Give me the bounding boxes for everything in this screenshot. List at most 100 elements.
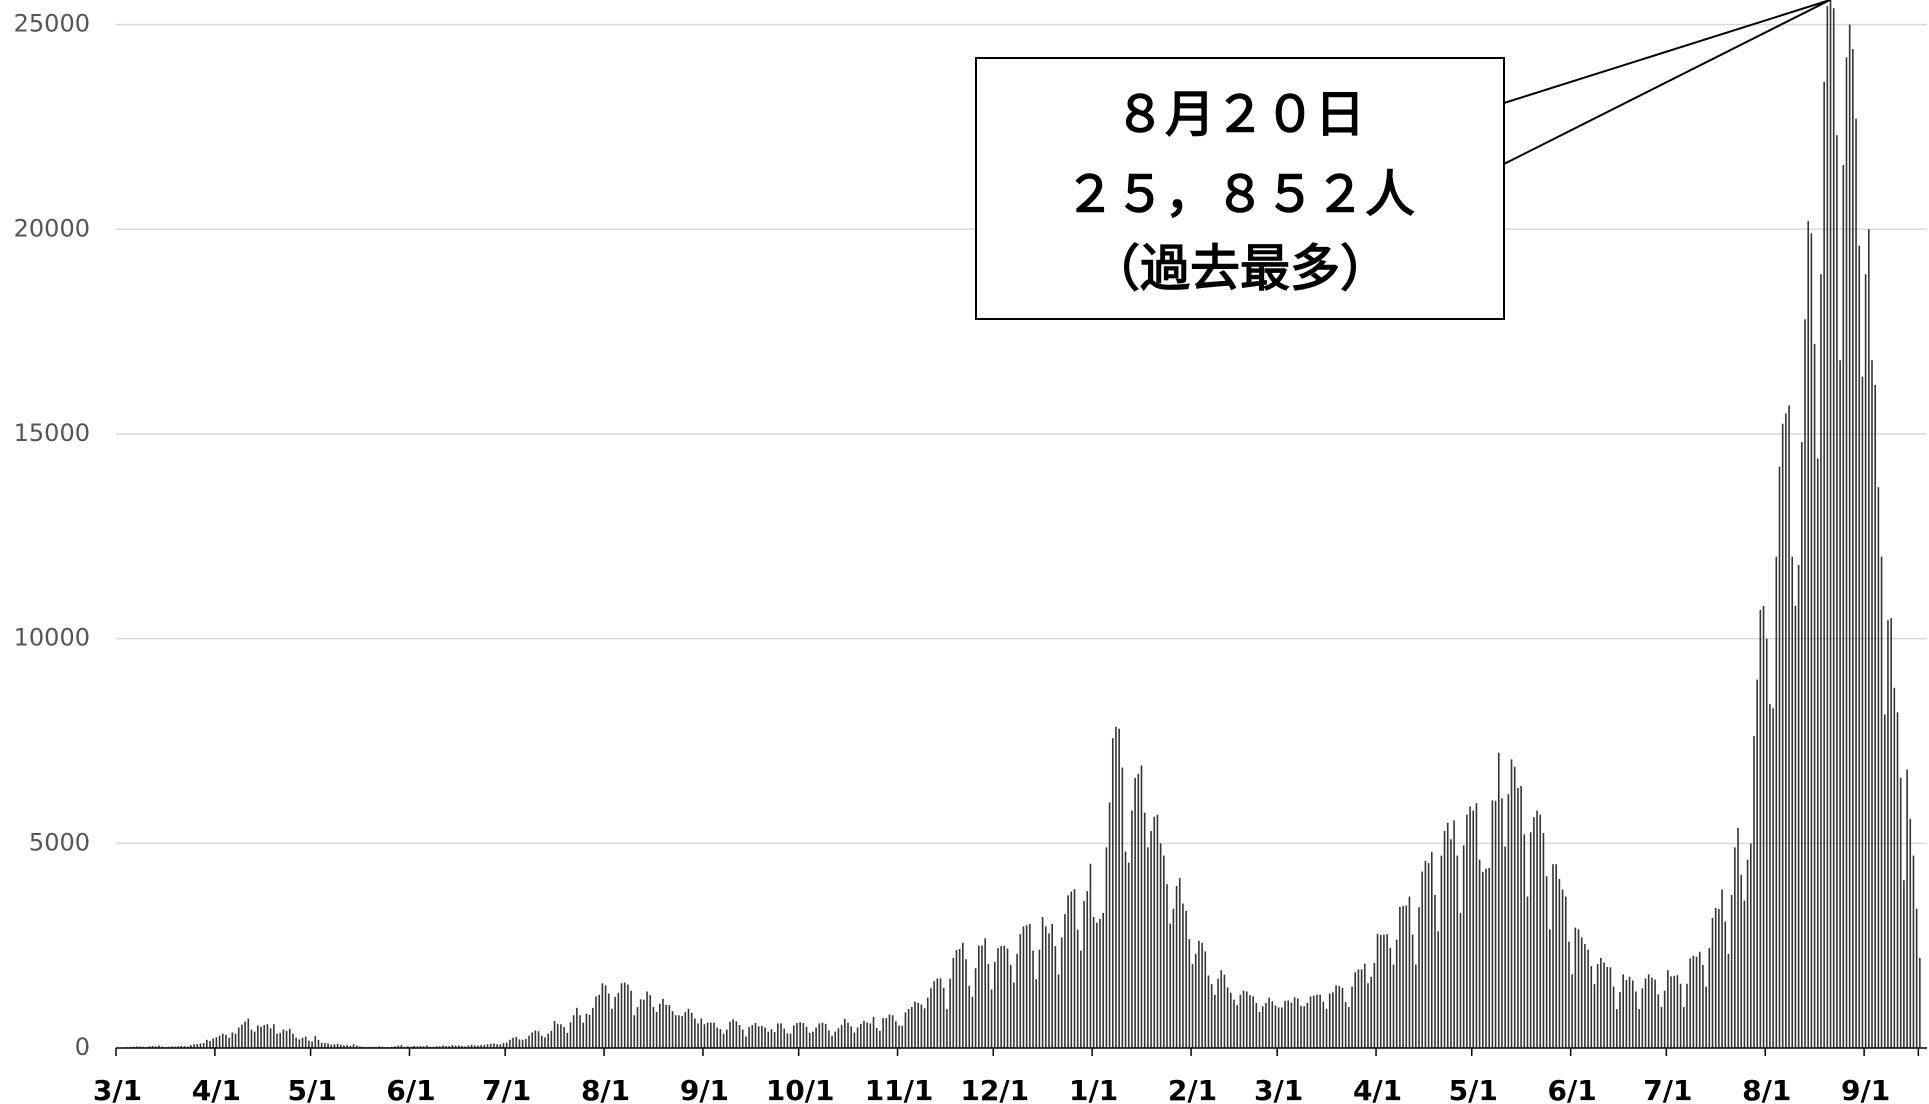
bar [135, 1046, 138, 1048]
bar [904, 1012, 907, 1048]
bar [1874, 384, 1876, 1048]
bar [1893, 687, 1896, 1048]
bar [987, 964, 990, 1048]
bar [394, 1046, 396, 1048]
bar [158, 1045, 160, 1048]
bar [400, 1045, 403, 1048]
bar [882, 1018, 884, 1048]
bar [1450, 839, 1452, 1048]
bar [1919, 957, 1921, 1048]
bar [477, 1045, 479, 1048]
bar [1344, 1002, 1347, 1048]
bar [895, 1021, 897, 1048]
bar [1593, 984, 1596, 1048]
bar [1785, 413, 1787, 1048]
bar [1143, 812, 1146, 1048]
bar [834, 1031, 837, 1048]
bar [1421, 871, 1424, 1048]
y-tick-label: 15000 [14, 419, 90, 447]
bar [1462, 845, 1465, 1048]
bar [547, 1033, 549, 1048]
bar [853, 1032, 856, 1048]
bar [1839, 360, 1841, 1048]
bar [962, 942, 964, 1048]
bar [668, 1005, 671, 1048]
y-tick-label: 20000 [14, 214, 90, 242]
bar [1293, 997, 1296, 1048]
bar [713, 1022, 715, 1048]
bars [116, 0, 1921, 1049]
bar [1654, 979, 1656, 1048]
bar [1734, 847, 1736, 1048]
bar [1169, 923, 1171, 1048]
annotation-date: ８月２０日 [1115, 86, 1365, 144]
bar [154, 1046, 157, 1048]
bar [1459, 912, 1462, 1048]
bar [247, 1018, 250, 1048]
bar [700, 1018, 703, 1048]
bar [678, 1015, 680, 1048]
bar [1163, 855, 1165, 1048]
bar [1778, 466, 1781, 1048]
bar [473, 1045, 476, 1048]
bar [327, 1043, 329, 1048]
bar [1003, 945, 1006, 1048]
bar [378, 1046, 380, 1048]
bar [930, 988, 932, 1048]
bar [607, 993, 610, 1048]
bar [177, 1046, 179, 1048]
bar [1115, 726, 1117, 1048]
bar [170, 1046, 173, 1048]
bar [828, 1030, 830, 1048]
bar [716, 1027, 719, 1048]
bar [888, 1014, 891, 1048]
bar [228, 1037, 230, 1048]
bar [875, 1027, 878, 1048]
bar [579, 1015, 581, 1048]
bar [1322, 1001, 1325, 1048]
bar [623, 982, 626, 1048]
bar [1781, 423, 1784, 1048]
bar [512, 1037, 514, 1048]
bar [761, 1025, 763, 1048]
bar [952, 957, 955, 1048]
bar [1603, 962, 1605, 1048]
bar [1281, 1007, 1283, 1048]
bar [1249, 995, 1251, 1048]
bar [984, 938, 986, 1048]
bar [1013, 982, 1015, 1048]
bar [413, 1045, 415, 1048]
x-tick-label: 5/1 [287, 1074, 336, 1104]
bar [1070, 891, 1073, 1048]
bar [1306, 1002, 1309, 1048]
bar [1111, 738, 1114, 1048]
bar [1064, 914, 1066, 1048]
x-tick-label: 3/1 [1254, 1074, 1303, 1104]
bar [1765, 638, 1768, 1048]
bar [939, 978, 942, 1048]
bar [1261, 1006, 1264, 1048]
bar [936, 978, 939, 1048]
bar [1842, 164, 1845, 1048]
bar [1823, 81, 1825, 1048]
bar [1009, 964, 1012, 1048]
annotation-note: （過去最多） [1090, 240, 1390, 298]
bar [1048, 933, 1050, 1048]
bar [343, 1045, 345, 1048]
bar [1265, 1002, 1267, 1048]
bar [1721, 889, 1723, 1048]
x-tick-label: 3/1 [93, 1074, 142, 1104]
bar [690, 1012, 693, 1048]
bar [1494, 800, 1497, 1048]
x-tick-label: 9/1 [680, 1074, 729, 1104]
bar [1564, 896, 1567, 1048]
bar [646, 991, 648, 1048]
bar [1686, 983, 1688, 1048]
bar [1619, 991, 1621, 1048]
bar [1453, 820, 1455, 1048]
bar [1153, 816, 1156, 1048]
bar [974, 968, 977, 1048]
bar [1628, 976, 1631, 1048]
bar [1099, 919, 1101, 1048]
bar [1848, 24, 1851, 1048]
